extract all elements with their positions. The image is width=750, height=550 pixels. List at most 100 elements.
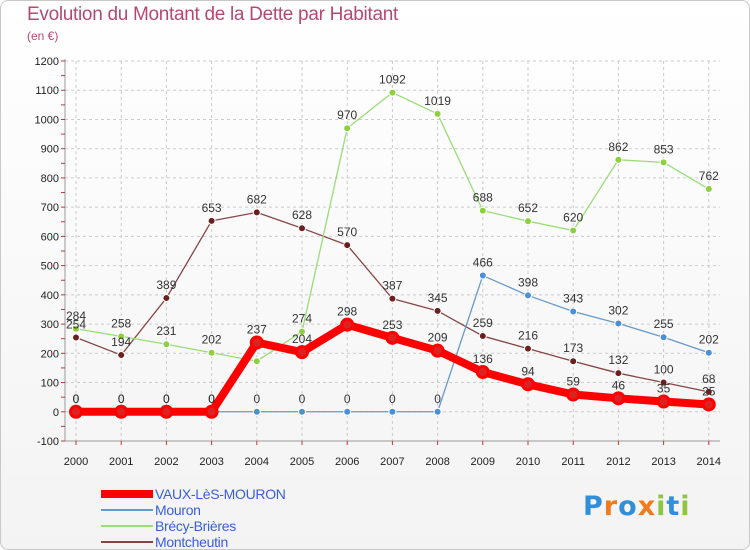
x-tick-label: 2013 bbox=[651, 456, 675, 468]
x-tick-label: 2012 bbox=[606, 456, 630, 468]
legend-label: VAUX-LèS-MOURON bbox=[155, 486, 286, 502]
data-point bbox=[295, 345, 309, 360]
data-point bbox=[343, 241, 352, 250]
data-point bbox=[207, 216, 216, 225]
legend-label: Brécy-Brières bbox=[155, 518, 236, 534]
x-tick-label: 2004 bbox=[245, 456, 269, 468]
data-label: 682 bbox=[247, 192, 267, 206]
data-point bbox=[704, 387, 713, 396]
data-label: 68 bbox=[702, 372, 716, 386]
data-point bbox=[524, 217, 532, 226]
data-label: 254 bbox=[66, 318, 86, 332]
data-point bbox=[114, 404, 129, 419]
data-label: 35 bbox=[657, 382, 671, 396]
y-tick-label: 1000 bbox=[35, 114, 59, 126]
y-tick-label: 600 bbox=[41, 231, 59, 243]
data-label: 0 bbox=[253, 392, 260, 406]
data-label: 862 bbox=[608, 140, 628, 154]
data-label: 0 bbox=[163, 392, 170, 406]
x-tick-label: 2011 bbox=[561, 456, 585, 468]
data-point bbox=[249, 335, 264, 350]
x-tick-label: 2010 bbox=[516, 456, 540, 468]
data-point bbox=[343, 124, 352, 133]
data-point bbox=[433, 109, 442, 118]
x-tick-label: 2006 bbox=[335, 456, 359, 468]
data-point bbox=[569, 307, 578, 316]
logo-letter: o bbox=[618, 491, 638, 522]
data-label: 259 bbox=[473, 316, 493, 330]
data-point bbox=[204, 404, 219, 419]
y-tick-label: -100 bbox=[37, 436, 59, 448]
data-label: 343 bbox=[563, 292, 583, 306]
data-point bbox=[252, 357, 261, 366]
data-point bbox=[252, 208, 261, 217]
data-label: 253 bbox=[382, 318, 402, 332]
data-point bbox=[72, 324, 80, 333]
data-label: 387 bbox=[382, 279, 402, 293]
data-point bbox=[72, 333, 80, 342]
data-label: 231 bbox=[156, 324, 176, 338]
data-point bbox=[521, 377, 535, 392]
data-point bbox=[298, 224, 306, 233]
data-point bbox=[656, 394, 671, 409]
data-point bbox=[433, 306, 442, 315]
data-point bbox=[430, 343, 445, 358]
data-label: 0 bbox=[299, 392, 306, 406]
data-label: 59 bbox=[567, 375, 581, 389]
data-label: 255 bbox=[654, 317, 674, 331]
x-tick-label: 2014 bbox=[697, 456, 721, 468]
data-label: 258 bbox=[111, 316, 131, 330]
data-label: 652 bbox=[518, 201, 538, 215]
y-tick-label: 500 bbox=[41, 261, 59, 273]
proxiti-logo: Proxiti bbox=[583, 491, 691, 522]
data-label: 389 bbox=[156, 278, 176, 292]
data-point bbox=[388, 88, 397, 97]
data-point bbox=[252, 407, 261, 416]
data-label: 0 bbox=[118, 392, 125, 406]
chart-title: Evolution du Montant de la Dette par Hab… bbox=[27, 4, 398, 25]
data-point bbox=[475, 365, 490, 380]
legend-item: Mouron bbox=[101, 502, 361, 518]
chart-subtitle: (en €) bbox=[27, 29, 59, 43]
data-label: 202 bbox=[699, 333, 719, 347]
data-label: 628 bbox=[292, 208, 312, 222]
data-label: 202 bbox=[202, 333, 222, 347]
y-tick-label: 800 bbox=[41, 173, 59, 185]
legend-swatch bbox=[101, 541, 153, 543]
legend-swatch bbox=[101, 509, 153, 511]
legend-swatch bbox=[101, 525, 153, 527]
data-point bbox=[117, 351, 126, 360]
legend-item: Brécy-Brières bbox=[101, 518, 361, 534]
data-point bbox=[704, 348, 713, 357]
data-label: 173 bbox=[563, 341, 583, 355]
data-label: 762 bbox=[699, 169, 719, 183]
data-label: 0 bbox=[208, 392, 215, 406]
data-point bbox=[162, 294, 171, 303]
data-label: 194 bbox=[111, 335, 131, 349]
data-point bbox=[524, 344, 532, 353]
data-label: 570 bbox=[337, 225, 357, 239]
data-point bbox=[478, 332, 487, 341]
data-point bbox=[569, 357, 578, 366]
data-label: 0 bbox=[389, 392, 396, 406]
data-point bbox=[388, 407, 397, 416]
x-tick-label: 2001 bbox=[109, 456, 133, 468]
data-point bbox=[701, 397, 716, 412]
data-point bbox=[566, 387, 581, 402]
x-tick-label: 2005 bbox=[290, 456, 314, 468]
logo-letter: i bbox=[656, 491, 667, 522]
logo-letter: x bbox=[637, 491, 657, 522]
data-point bbox=[659, 158, 668, 167]
y-tick-label: 1200 bbox=[35, 56, 59, 68]
data-point bbox=[659, 378, 668, 387]
data-label: 0 bbox=[73, 392, 80, 406]
data-point bbox=[611, 391, 626, 406]
data-label: 209 bbox=[428, 331, 448, 345]
x-tick-label: 2003 bbox=[199, 456, 223, 468]
data-label: 970 bbox=[337, 108, 357, 122]
data-label: 94 bbox=[521, 364, 535, 378]
data-label: 345 bbox=[428, 291, 448, 305]
data-label: 0 bbox=[73, 392, 80, 406]
